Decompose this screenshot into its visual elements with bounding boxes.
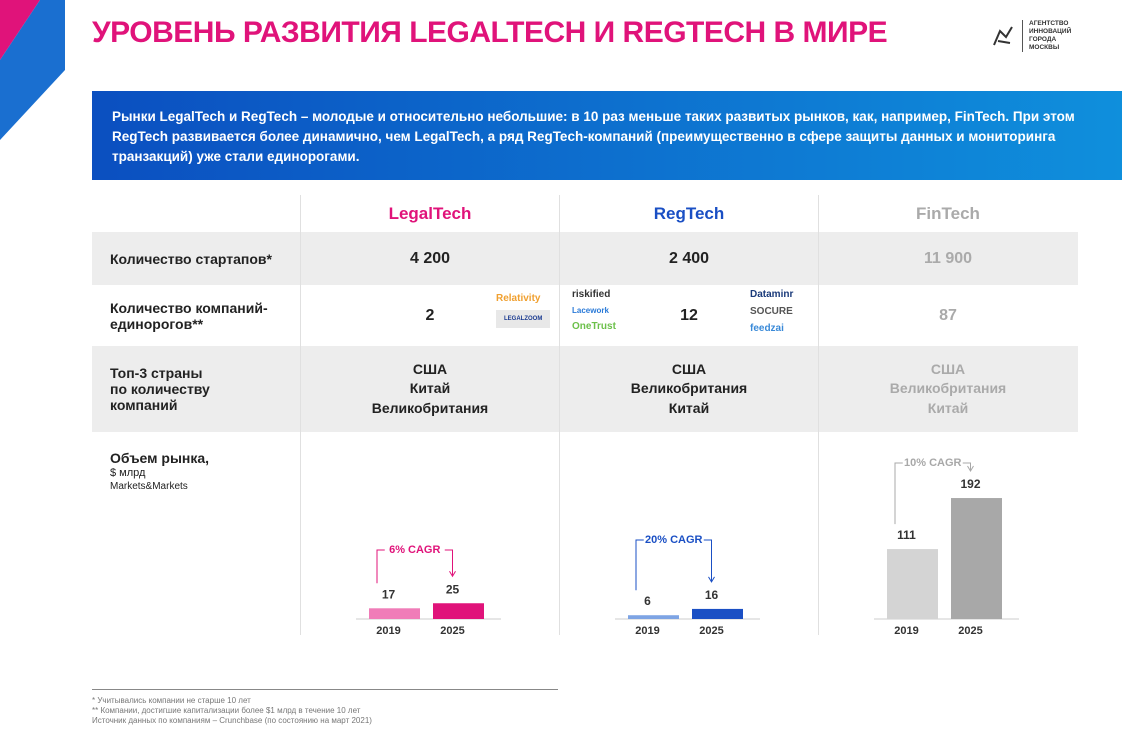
cagr-label-bg [643, 532, 704, 546]
legaltech-market-chart: 17 2019 25 2025 6% CAGR [356, 542, 501, 635]
bar-2019 [628, 615, 679, 619]
data-label: 111 [897, 528, 916, 542]
agency-logo: АГЕНТСТВО ИННОВАЦИЙ ГОРОДА МОСКВЫ [990, 20, 1071, 52]
reg-unicorn-logos-left: riskified Lacework OneTrust [572, 289, 616, 332]
arrow-down-icon [449, 570, 456, 578]
comparison-table: LegalTech RegTech FinTech Количество ста… [92, 195, 1078, 635]
page-title: УРОВЕНЬ РАЗВИТИЯ LEGALTECH И REGTECH В М… [92, 16, 888, 49]
table-row: Объем рынка, $ млрд Markets&Markets 17 2019… [92, 432, 1078, 635]
data-label: 25 [446, 582, 460, 596]
tick-label: 2019 [376, 625, 400, 635]
tick-label: 2019 [894, 625, 918, 635]
table-row: Топ-3 страны по количеству компаний США К… [92, 346, 1078, 432]
cagr-label: 6% CAGR [389, 544, 440, 556]
tick-label: 2025 [699, 625, 723, 635]
cagr-label: 20% CAGR [645, 534, 703, 546]
col-fintech: FinTech [818, 195, 1077, 232]
legal-unicorn-logos: Relativity LEGALZOOM [496, 293, 551, 328]
arrow-down-icon [967, 465, 974, 473]
col-legaltech: LegalTech [300, 195, 559, 232]
bar-2019 [369, 608, 420, 619]
table-row: Количество компаний-единорогов** 2 Relat… [92, 285, 1078, 346]
bar-2025 [433, 603, 484, 619]
george-emblem-icon [993, 26, 1013, 46]
cagr-label-bg [902, 455, 963, 469]
col-regtech: RegTech [559, 195, 818, 232]
data-label: 6 [644, 594, 651, 608]
bar-2019 [887, 549, 938, 619]
bar-2025 [951, 498, 1002, 619]
cagr-label-bg [384, 542, 445, 556]
tick-label: 2019 [635, 625, 659, 635]
corner-decoration [0, 0, 65, 140]
regtech-market-chart: 6 2019 16 2025 20% CAGR [615, 532, 760, 635]
arrow-down-icon [708, 576, 715, 583]
reg-unicorn-logos-right: Dataminr SOCURE feedzai [750, 289, 794, 334]
summary-banner: Рынки LegalTech и RegTech – молодые и от… [92, 91, 1122, 180]
table-row: Количество стартапов* 4 200 2 400 11 900 [92, 232, 1078, 285]
data-label: 16 [705, 588, 719, 602]
data-label: 192 [960, 477, 980, 491]
tick-label: 2025 [440, 625, 464, 635]
tick-label: 2025 [958, 625, 982, 635]
fintech-market-chart: 111 2019 192 2025 10% CAGR [874, 455, 1019, 635]
data-label: 17 [382, 587, 396, 601]
bar-2025 [692, 608, 743, 619]
cagr-bracket [635, 539, 712, 591]
cagr-label: 10% CAGR [904, 457, 962, 469]
footnotes: * Учитывались компании не старше 10 лет *… [92, 689, 558, 726]
table-header: LegalTech RegTech FinTech [92, 195, 1078, 232]
